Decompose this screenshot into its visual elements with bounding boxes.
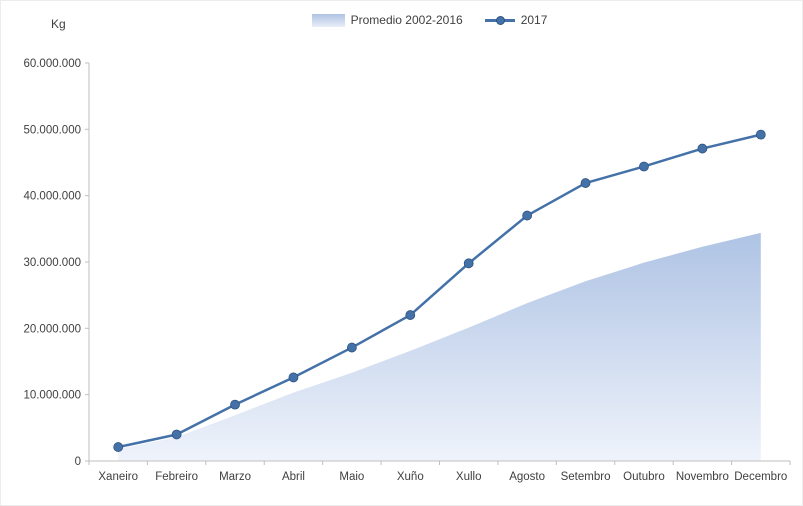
- x-tick-label: Decembro: [734, 471, 787, 483]
- data-point-marker: [405, 310, 416, 320]
- x-tick-label: Setembro: [561, 471, 611, 483]
- legend-label-promedio: Promedio 2002-2016: [350, 13, 463, 27]
- x-tick-label: Outubro: [623, 471, 665, 483]
- data-point-marker: [463, 258, 474, 269]
- data-point-marker: [171, 429, 182, 440]
- data-point-marker: [580, 178, 591, 188]
- y-tick-label: 0: [75, 456, 81, 468]
- y-tick-label: 10.000.000: [23, 390, 81, 402]
- chart-legend: Promedio 2002-2016 2017: [29, 13, 802, 27]
- legend-label-2017: 2017: [520, 13, 548, 27]
- x-tick-label: Marzo: [219, 471, 251, 483]
- area-swatch-icon: [311, 13, 345, 27]
- y-axis-unit-label: Kg: [51, 17, 66, 31]
- data-point-marker: [288, 372, 299, 383]
- data-point-marker: [697, 143, 708, 154]
- data-point-marker: [230, 399, 240, 410]
- data-point-marker: [755, 129, 766, 140]
- data-point-marker: [522, 210, 533, 221]
- x-tick-label: Xaneiro: [98, 471, 138, 483]
- y-tick-label: 20.000.000: [23, 323, 81, 335]
- legend-item-2017: 2017: [484, 13, 548, 27]
- x-tick-label: Agosto: [509, 471, 545, 483]
- x-tick-label: Novembro: [676, 471, 729, 483]
- y-tick-label: 50.000.000: [23, 124, 81, 136]
- x-tick-label: Febreiro: [155, 471, 198, 483]
- y-tick-label: 40.000.000: [23, 191, 81, 203]
- data-point-marker: [346, 342, 357, 353]
- legend-item-promedio: Promedio 2002-2016: [311, 13, 463, 27]
- area-series-promedio: [118, 232, 761, 461]
- y-tick-label: 30.000.000: [23, 257, 81, 269]
- x-tick-label: Abril: [282, 471, 305, 483]
- line-series-2017: [116, 133, 763, 449]
- line-marker-swatch-icon: [484, 15, 515, 25]
- data-point-marker: [639, 161, 649, 172]
- x-tick-label: Xullo: [456, 471, 482, 483]
- x-tick-label: Xuño: [397, 471, 424, 483]
- x-tick-label: Maio: [339, 471, 364, 483]
- line-swatch-dot: [495, 15, 505, 25]
- y-tick-label: 60.000.000: [23, 58, 81, 70]
- data-point-marker: [113, 442, 124, 452]
